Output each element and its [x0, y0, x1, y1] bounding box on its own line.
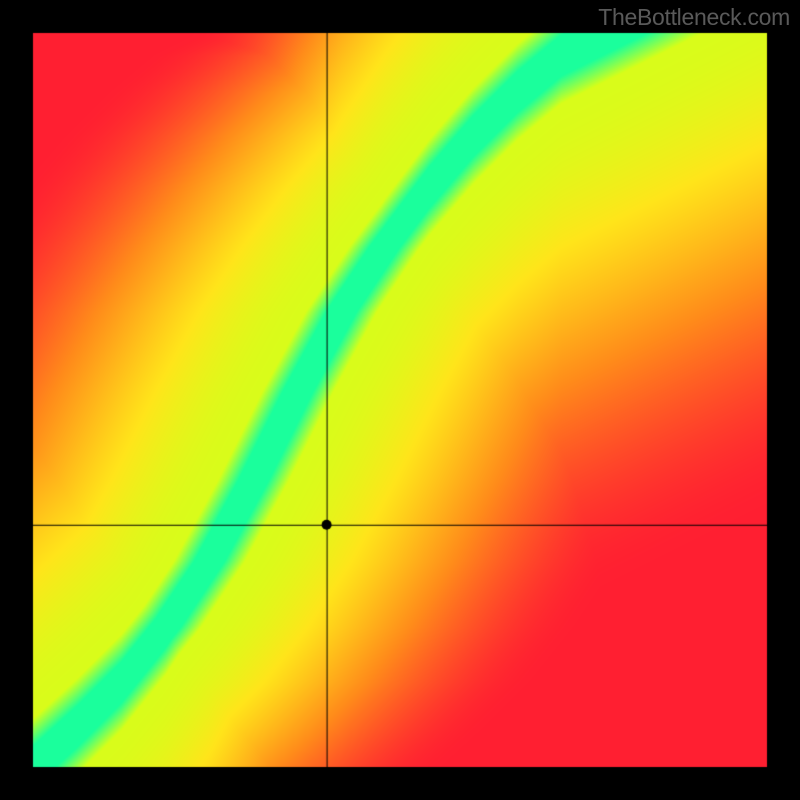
heatmap-canvas	[0, 0, 800, 800]
chart-container: TheBottleneck.com	[0, 0, 800, 800]
watermark-text: TheBottleneck.com	[598, 4, 790, 31]
